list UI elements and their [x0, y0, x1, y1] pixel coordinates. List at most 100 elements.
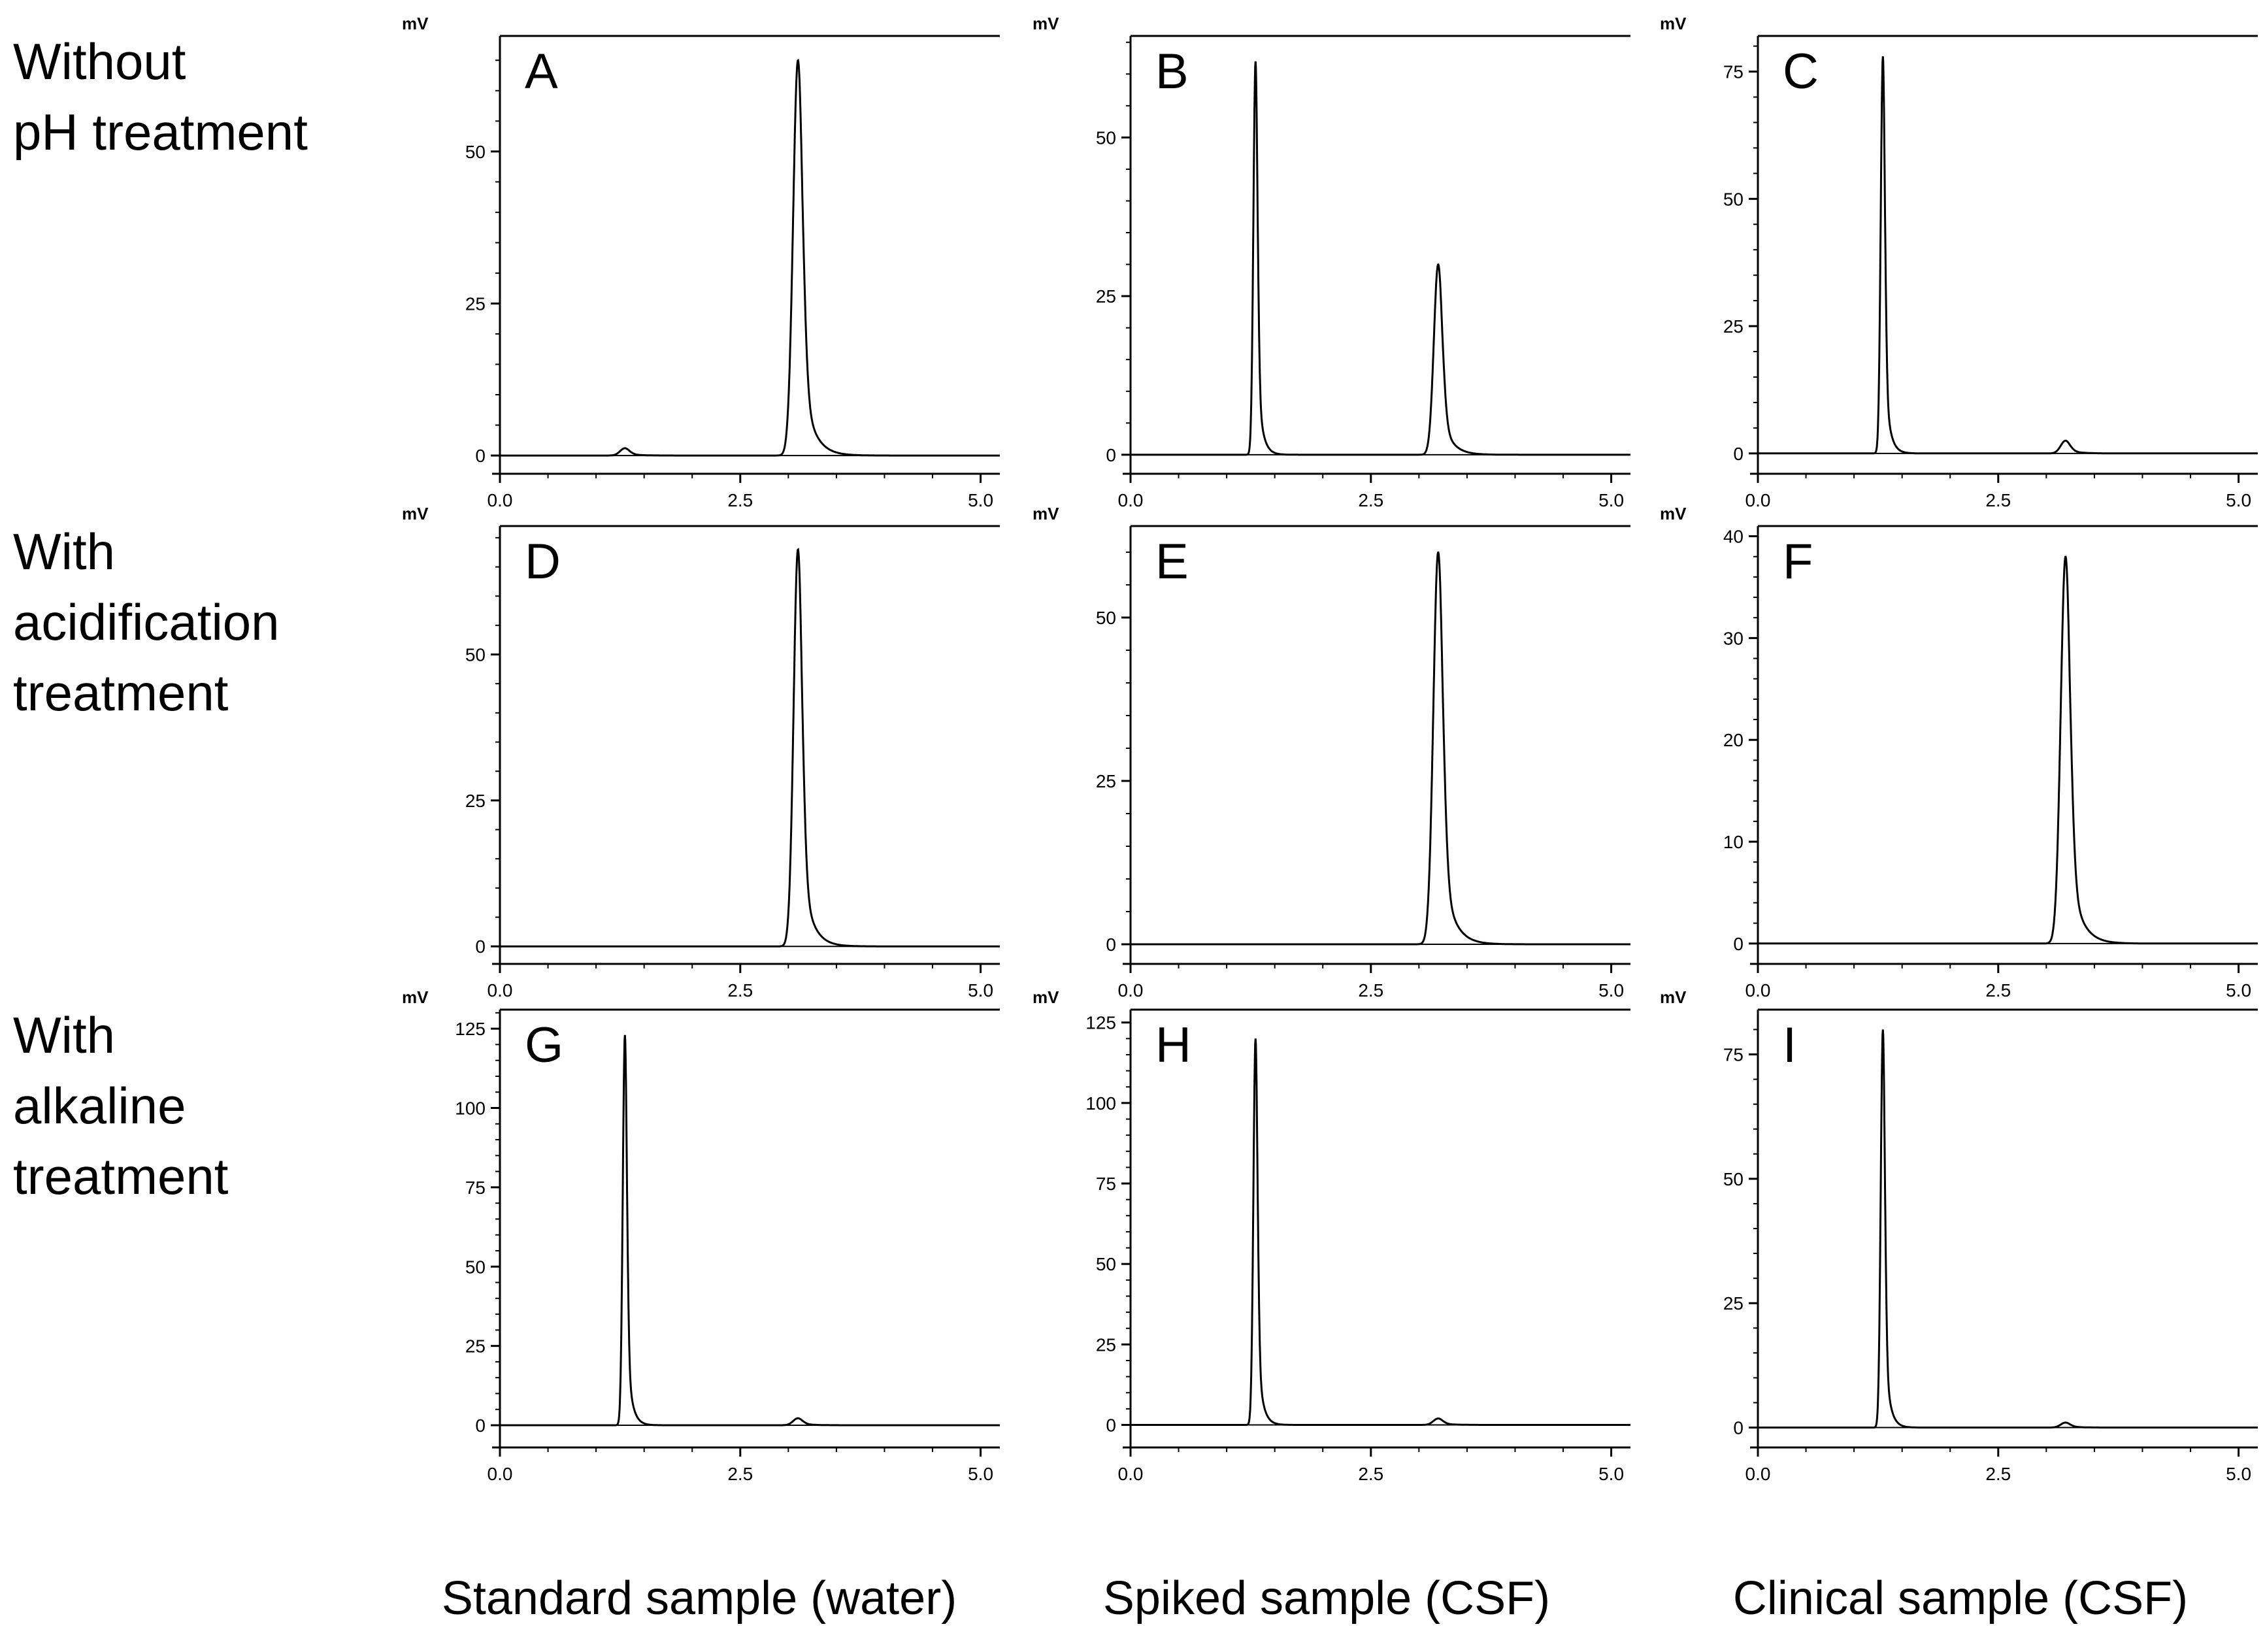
column-label-clinical: Clinical sample (CSF) — [1732, 1572, 2189, 1625]
x-tick-label: 5.0 — [2226, 1464, 2251, 1484]
x-tick-label: 5.0 — [968, 980, 993, 1000]
y-tick-label: 0 — [1106, 1415, 1116, 1436]
chart-panel-b: mV 0 25 50 0.0 2.5 5.0 B — [1033, 14, 1630, 510]
panel-letter: H — [1155, 1017, 1191, 1073]
y-tick-label: 0 — [1733, 444, 1744, 464]
x-tick-label: 2.5 — [727, 980, 753, 1000]
x-tick-label: 5.0 — [1598, 1464, 1624, 1484]
y-tick-label: 25 — [465, 1336, 486, 1357]
chromatogram-trace — [1131, 551, 1630, 946]
y-tick-label: 75 — [1723, 62, 1744, 82]
row-label-alkaline: With alkaline treatment — [13, 1006, 229, 1205]
y-tick-label: 100 — [1085, 1093, 1116, 1114]
y-tick-label: 20 — [1723, 730, 1744, 750]
x-tick-label: 2.5 — [1985, 980, 2011, 1000]
y-unit-label: mV — [1033, 14, 1059, 33]
x-tick-label: 0.0 — [1118, 490, 1144, 510]
chart-panel-h: mV 0 25 50 75 100 125 0.0 2.5 5.0 H — [1033, 987, 1630, 1484]
panel-letter: I — [1783, 1017, 1796, 1073]
chart-panel-f: mV 0 10 20 30 40 0.0 2.5 5.0 F — [1660, 504, 2258, 1000]
x-tick-label: 5.0 — [968, 1464, 993, 1484]
y-tick-label: 50 — [465, 1257, 486, 1277]
y-unit-label: mV — [1660, 14, 1687, 33]
y-tick-label: 50 — [465, 645, 486, 665]
y-tick-label: 10 — [1723, 832, 1744, 852]
y-tick-label: 50 — [1723, 189, 1744, 209]
x-tick-label: 2.5 — [727, 490, 753, 510]
chromatogram-trace — [500, 58, 1000, 457]
panel-letter: G — [525, 1017, 563, 1073]
panel-letter: F — [1783, 534, 1813, 589]
x-tick-label: 2.5 — [1985, 490, 2011, 510]
y-unit-label: mV — [1033, 504, 1059, 523]
y-unit-label: mV — [402, 14, 429, 33]
panel-letter: B — [1155, 44, 1189, 99]
chromatogram-trace — [1758, 555, 2258, 945]
row-label-without-ph: Without pH treatment — [13, 33, 308, 161]
y-unit-label: mV — [1033, 987, 1059, 1007]
column-label-standard: Standard sample (water) — [441, 1572, 957, 1625]
y-tick-label: 125 — [455, 1019, 486, 1039]
x-tick-label: 5.0 — [2226, 980, 2251, 1000]
y-tick-label: 25 — [1096, 286, 1116, 306]
x-tick-label: 0.0 — [1745, 490, 1771, 510]
y-tick-label: 100 — [455, 1099, 486, 1119]
chromatogram-trace — [1758, 1029, 2258, 1429]
y-tick-label: 0 — [475, 446, 486, 466]
y-unit-label: mV — [402, 987, 429, 1007]
chromatogram-trace — [1758, 56, 2258, 455]
x-tick-label: 2.5 — [1985, 1464, 2011, 1484]
y-tick-label: 0 — [1106, 445, 1116, 465]
column-label-spiked: Spiked sample (CSF) — [1102, 1572, 1551, 1625]
panel-letter: E — [1155, 534, 1189, 589]
x-tick-label: 0.0 — [488, 1464, 513, 1484]
y-tick-label: 50 — [1096, 127, 1116, 148]
y-tick-label: 0 — [475, 936, 486, 957]
y-tick-label: 25 — [1723, 1293, 1744, 1313]
y-tick-label: 25 — [465, 293, 486, 314]
y-tick-label: 30 — [1723, 628, 1744, 648]
y-tick-label: 0 — [1733, 1418, 1744, 1438]
chromatogram-trace — [500, 1034, 1000, 1427]
x-tick-label: 2.5 — [727, 1464, 753, 1484]
chart-panel-e: mV 0 25 50 0.0 2.5 5.0 E — [1033, 504, 1630, 1000]
y-tick-label: 50 — [465, 142, 486, 162]
x-tick-label: 0.0 — [488, 490, 513, 510]
y-tick-label: 125 — [1085, 1013, 1116, 1033]
panel-letter: C — [1783, 44, 1819, 99]
chart-panel-a: mV 0 25 50 0.0 2.5 5.0 A — [402, 14, 1000, 510]
y-tick-label: 0 — [1733, 934, 1744, 954]
y-tick-label: 75 — [1096, 1174, 1116, 1194]
y-tick-label: 25 — [1096, 1334, 1116, 1355]
chromatogram-trace — [1131, 61, 1630, 456]
y-tick-label: 25 — [465, 791, 486, 811]
chart-panel-g: mV 0 25 50 75 100 125 0.0 2.5 5.0 G — [402, 987, 1000, 1484]
chart-panel-d: mV 0 25 50 0.0 2.5 5.0 D — [402, 504, 1000, 1000]
y-unit-label: mV — [402, 504, 429, 523]
x-tick-label: 5.0 — [1598, 980, 1624, 1000]
chromatogram-trace — [1131, 1038, 1630, 1426]
y-tick-label: 25 — [1723, 316, 1744, 337]
panel-letter: D — [525, 534, 561, 589]
x-tick-label: 0.0 — [488, 980, 513, 1000]
y-tick-label: 25 — [1096, 771, 1116, 791]
y-tick-label: 75 — [1723, 1045, 1744, 1065]
chromatogram-trace — [500, 548, 1000, 948]
y-tick-label: 0 — [475, 1415, 486, 1436]
x-tick-label: 0.0 — [1118, 980, 1144, 1000]
y-unit-label: mV — [1660, 504, 1687, 523]
y-tick-label: 50 — [1096, 1254, 1116, 1274]
x-tick-label: 5.0 — [2226, 490, 2251, 510]
y-tick-label: 40 — [1723, 527, 1744, 547]
row-label-acidification: With acidification treatment — [13, 523, 280, 721]
x-tick-label: 2.5 — [1358, 980, 1383, 1000]
x-tick-label: 0.0 — [1745, 1464, 1771, 1484]
chart-panel-c: mV 0 25 50 75 0.0 2.5 5.0 C — [1660, 14, 2258, 510]
x-tick-label: 0.0 — [1118, 1464, 1144, 1484]
panel-letter: A — [525, 44, 558, 99]
x-tick-label: 0.0 — [1745, 980, 1771, 1000]
x-tick-label: 5.0 — [1598, 490, 1624, 510]
y-unit-label: mV — [1660, 987, 1687, 1007]
y-tick-label: 50 — [1096, 608, 1116, 628]
